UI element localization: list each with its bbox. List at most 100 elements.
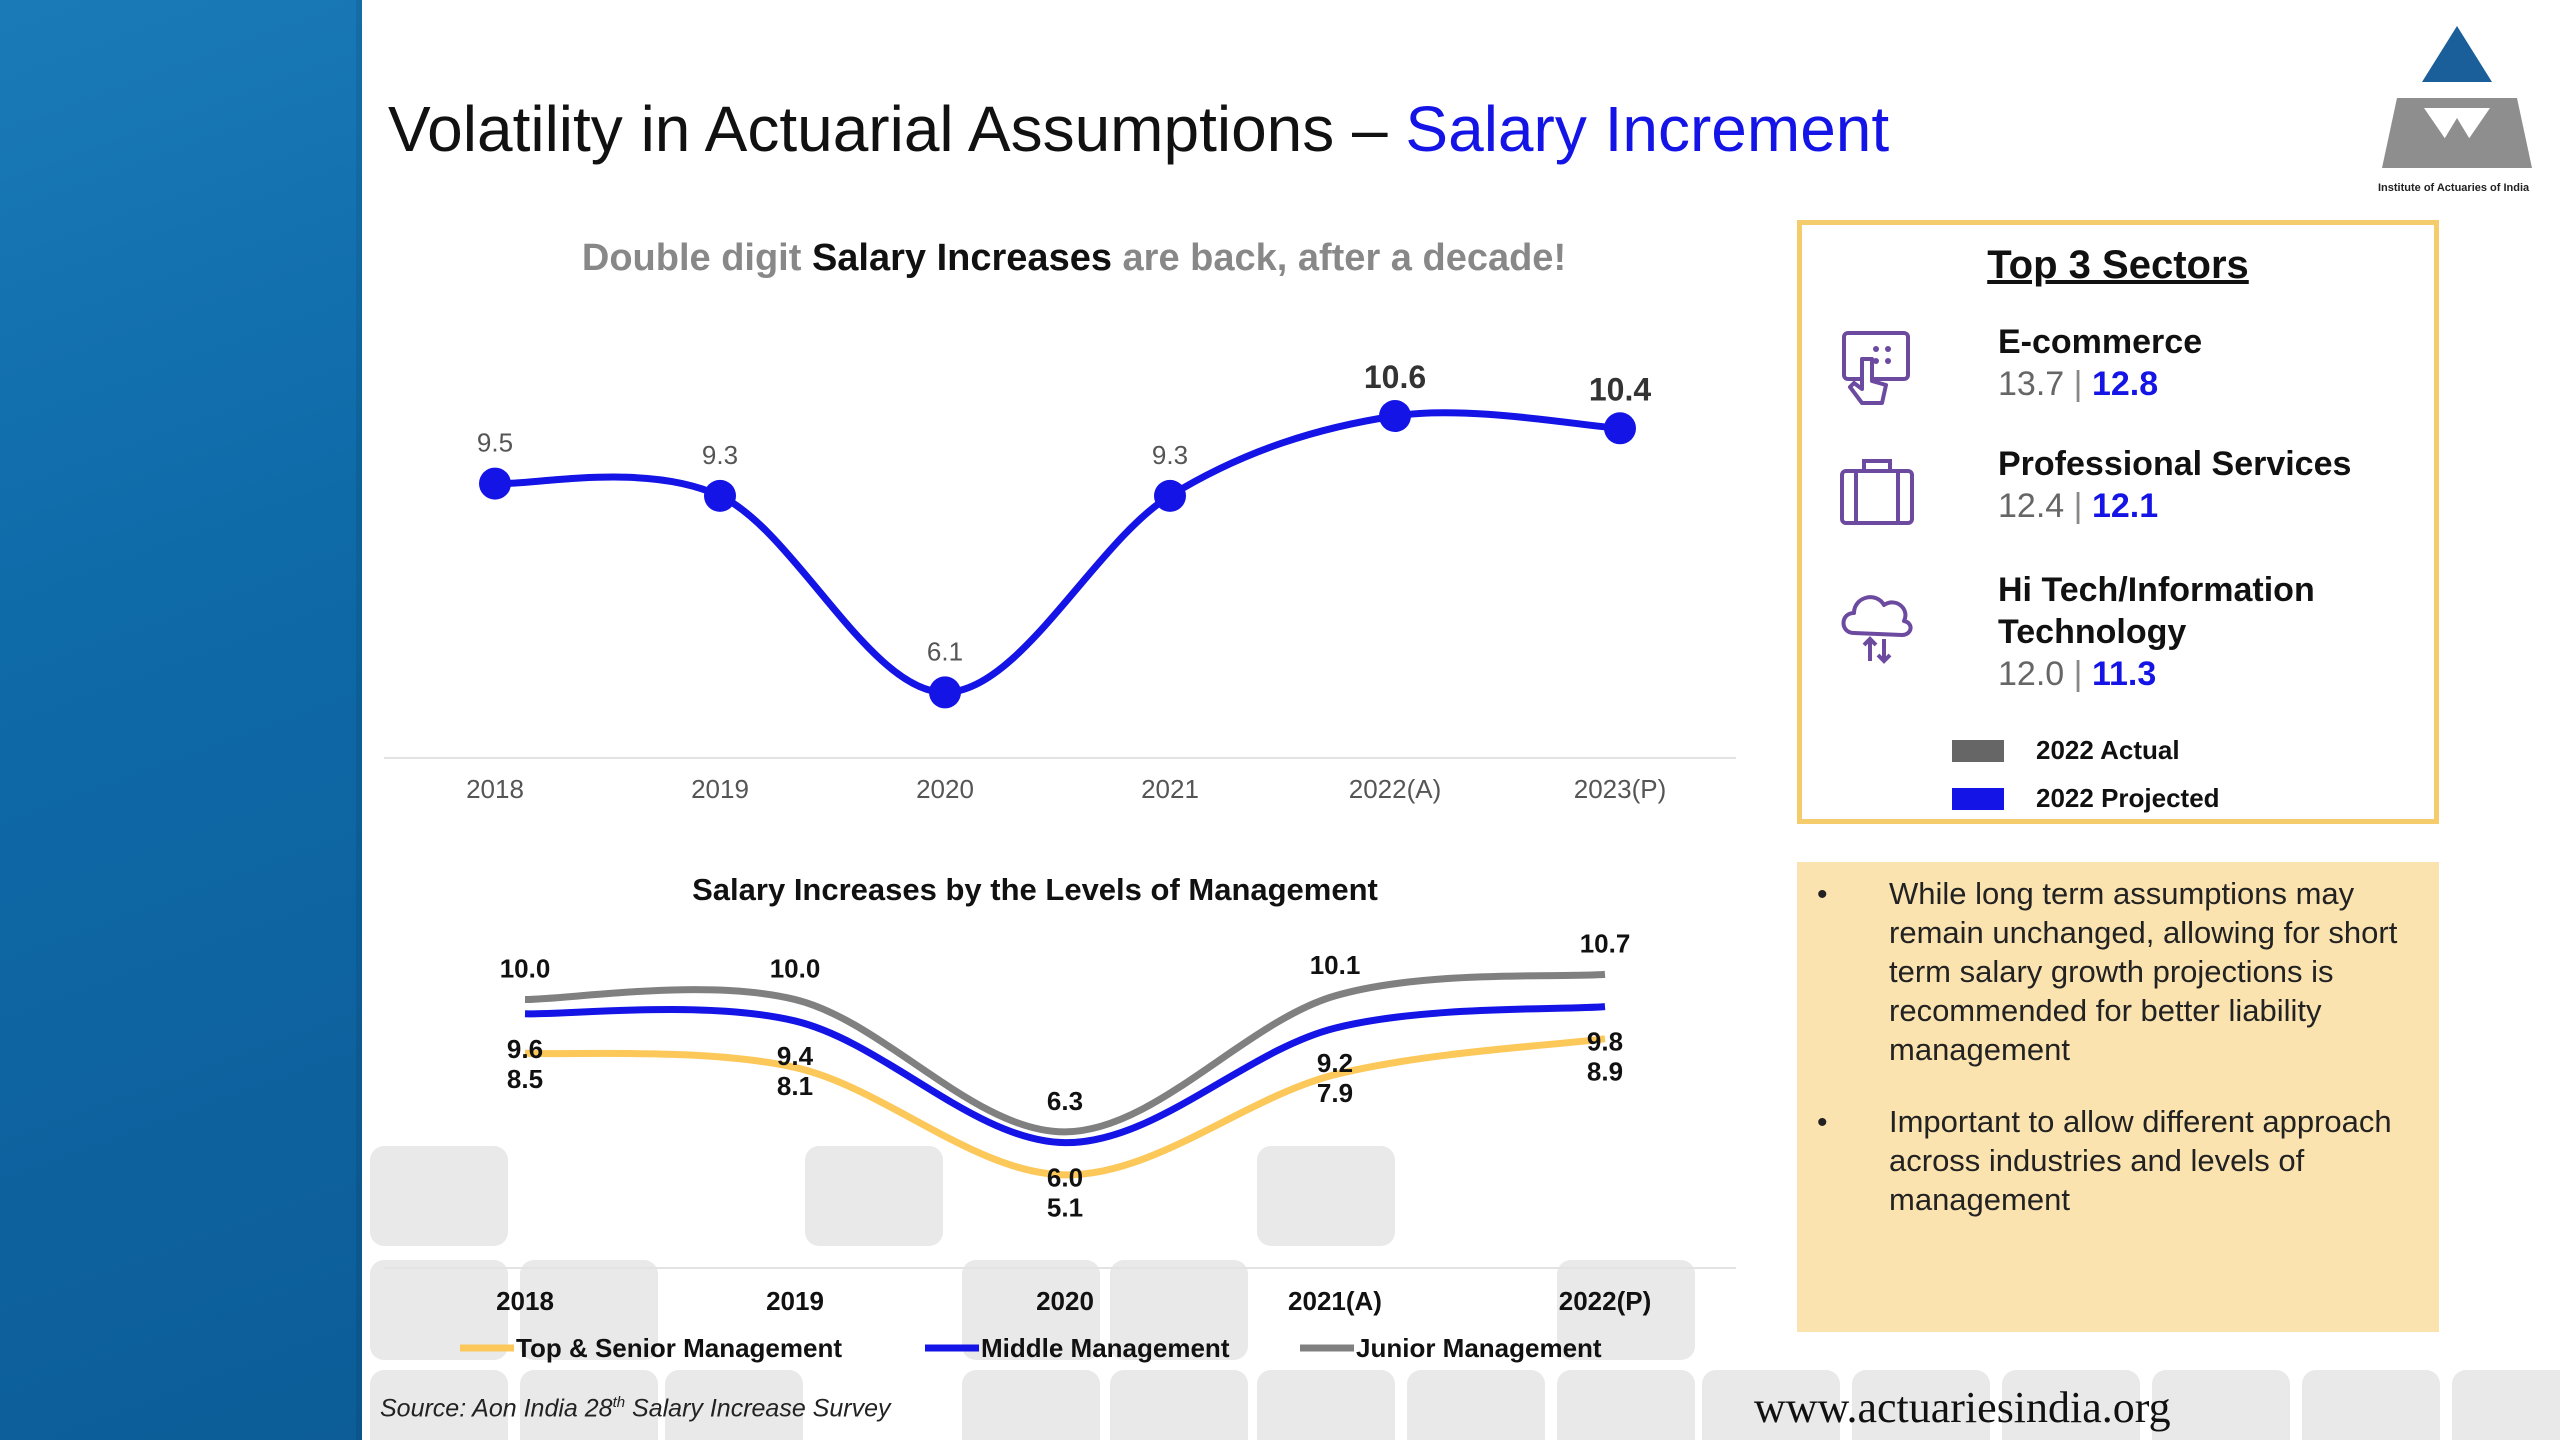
note-1: While long term assumptions may remain u… xyxy=(1889,876,2398,1067)
legend-actual: 2022 Actual xyxy=(1952,735,2180,766)
decorative-tile xyxy=(1852,1370,1990,1440)
decorative-tile xyxy=(962,1260,1100,1360)
source-prefix: Source: Aon India 28 xyxy=(380,1394,613,1423)
decorative-tile xyxy=(1110,1370,1248,1440)
bottom-x-tick-label: 2022(P) xyxy=(1559,1286,1652,1316)
legend-label-actual: 2022 Actual xyxy=(2036,735,2180,765)
junior-data-label: 10.1 xyxy=(1310,950,1361,980)
middle-data-label: 9.4 xyxy=(777,1041,814,1071)
top-senior-data-label: 8.5 xyxy=(507,1064,543,1094)
sector-values: 13.7 | 12.8 xyxy=(1998,363,2202,405)
decorative-tile xyxy=(370,1370,508,1440)
bottom-chart-plot: 10.0 9.68.5 2018 10.0 9.48.1 2019 6.3 6.05.1 202… xyxy=(496,928,1651,1316)
top-data-point xyxy=(929,676,961,709)
bottom-x-tick-label: 2020 xyxy=(1036,1286,1094,1316)
separator: | xyxy=(2073,487,2083,525)
bullet-marker: • xyxy=(1817,1106,1828,1139)
legend-swatch-projected xyxy=(1952,787,2004,810)
bottom-series-line xyxy=(524,1003,1606,1147)
sector-projected: 12.8 xyxy=(2091,365,2159,403)
top-x-tick-label: 2019 xyxy=(691,774,749,804)
bottom-x-tick-label: 2021(A) xyxy=(1288,1286,1382,1316)
decorative-tile xyxy=(1407,1370,1545,1440)
source-superscript: th xyxy=(612,1394,626,1411)
middle-data-label: 9.2 xyxy=(1317,1048,1353,1078)
top-chart-title-part1: Double digit xyxy=(582,237,812,279)
bottom-x-tick-label: 2019 xyxy=(766,1286,824,1316)
bullet-marker: • xyxy=(1817,878,1828,911)
top-data-label: 9.3 xyxy=(1152,440,1188,470)
top-chart-title-part3: are back, after a decade! xyxy=(1112,237,1566,279)
top-senior-data-label: 8.9 xyxy=(1587,1057,1623,1087)
iai-logo xyxy=(2382,26,2532,168)
decorative-tile xyxy=(805,1146,943,1246)
cloud-transfer-icon xyxy=(1841,595,1913,664)
junior-data-label: 10.0 xyxy=(500,953,551,983)
decorative-tile xyxy=(2152,1370,2290,1440)
title-accent: Salary Increment xyxy=(1405,93,1890,165)
decorative-tile xyxy=(1702,1370,1840,1440)
middle-data-label: 9.8 xyxy=(1587,1027,1623,1057)
sector-values: 12.4 | 12.1 xyxy=(1998,485,2351,527)
legend-label: Junior Management xyxy=(1356,1333,1602,1363)
decorative-tile xyxy=(2302,1370,2440,1440)
sector-hi-tech: Hi Tech/Information Technology 12.0 | 11… xyxy=(1998,569,2315,695)
sectors-title: Top 3 Sectors xyxy=(1987,243,2249,287)
junior-data-label: 6.3 xyxy=(1047,1086,1083,1116)
title-main: Volatility in Actuarial Assumptions – xyxy=(388,93,1406,165)
top-senior-data-label: 7.9 xyxy=(1317,1078,1353,1108)
logo-caption: Institute of Actuaries of India xyxy=(2378,182,2530,194)
sector-actual: 13.7 xyxy=(1998,365,2065,403)
top-x-tick-label: 2023(P) xyxy=(1574,774,1667,804)
decorative-tile xyxy=(1557,1260,1695,1360)
sector-name-line1: Hi Tech/Information xyxy=(1998,571,2315,609)
decorative-tile xyxy=(520,1370,658,1440)
sector-projected: 11.3 xyxy=(2091,655,2157,693)
middle-data-label: 6.0 xyxy=(1047,1163,1083,1193)
touch-screen-icon xyxy=(1842,331,1910,405)
top-chart-plot: 9.5 9.3 6.1 9.3 10.6 10.4 2018 2019 2020 2021 2022… xyxy=(466,359,1666,804)
briefcase-icon xyxy=(1840,459,1914,525)
top-series-line xyxy=(494,409,1621,696)
top-x-tick-label: 2020 xyxy=(916,774,974,804)
legend-label: Top & Senior Management xyxy=(516,1333,842,1363)
top-data-point xyxy=(479,467,511,500)
top-line-chart: Double digit Salary Increases are back, … xyxy=(384,237,1736,804)
decorative-tile xyxy=(1110,1260,1248,1360)
decorative-tile xyxy=(1257,1146,1395,1246)
side-color-band xyxy=(0,0,362,1440)
legend-label-projected: 2022 Projected xyxy=(2036,783,2220,813)
sector-actual: 12.0 xyxy=(1998,655,2065,693)
top-data-point xyxy=(704,479,736,512)
sector-name: E-commerce xyxy=(1998,323,2203,361)
sector-professional-services: Professional Services 12.4 | 12.1 xyxy=(1998,443,2351,527)
bottom-x-tick-label: 2018 xyxy=(496,1286,554,1316)
top-data-point xyxy=(1379,400,1411,432)
middle-data-label: 9.6 xyxy=(507,1034,543,1064)
top-x-tick-label: 2018 xyxy=(466,774,524,804)
decorative-tile xyxy=(1257,1370,1395,1440)
sector-ecommerce: E-commerce 13.7 | 12.8 xyxy=(1998,321,2202,405)
top-chart-title: Double digit Salary Increases are back, … xyxy=(582,237,1566,279)
decorative-tile xyxy=(370,1146,508,1246)
top-data-label: 6.1 xyxy=(927,636,963,666)
bottom-chart-title: Salary Increases by the Levels of Manage… xyxy=(692,872,1378,907)
junior-data-label: 10.7 xyxy=(1580,928,1631,958)
slide-title: Volatility in Actuarial Assumptions – Sa… xyxy=(388,92,1889,166)
legend-projected: 2022 Projected xyxy=(1952,783,2220,814)
notes-panel: • While long term assumptions may remain… xyxy=(1797,862,2439,1332)
junior-data-label: 10.0 xyxy=(770,953,821,983)
bottom-chart-legend: Top & Senior Management Middle Management… xyxy=(460,1333,1602,1363)
bottom-line-chart: Salary Increases by the Levels of Manage… xyxy=(384,872,1736,1363)
decorative-tile xyxy=(665,1370,803,1440)
top-data-label: 10.4 xyxy=(1589,371,1651,407)
top-data-label: 9.3 xyxy=(702,440,738,470)
top-data-point xyxy=(1154,479,1186,512)
sector-name-line2: Technology xyxy=(1998,613,2187,651)
sector-name: Professional Services xyxy=(1998,445,2352,483)
separator: | xyxy=(2073,365,2083,403)
decorative-tile xyxy=(1557,1370,1695,1440)
bottom-series-line xyxy=(524,1035,1606,1179)
decorative-tile-pattern xyxy=(362,1100,2560,1440)
note-2: Important to allow different approach ac… xyxy=(1889,1104,2392,1217)
